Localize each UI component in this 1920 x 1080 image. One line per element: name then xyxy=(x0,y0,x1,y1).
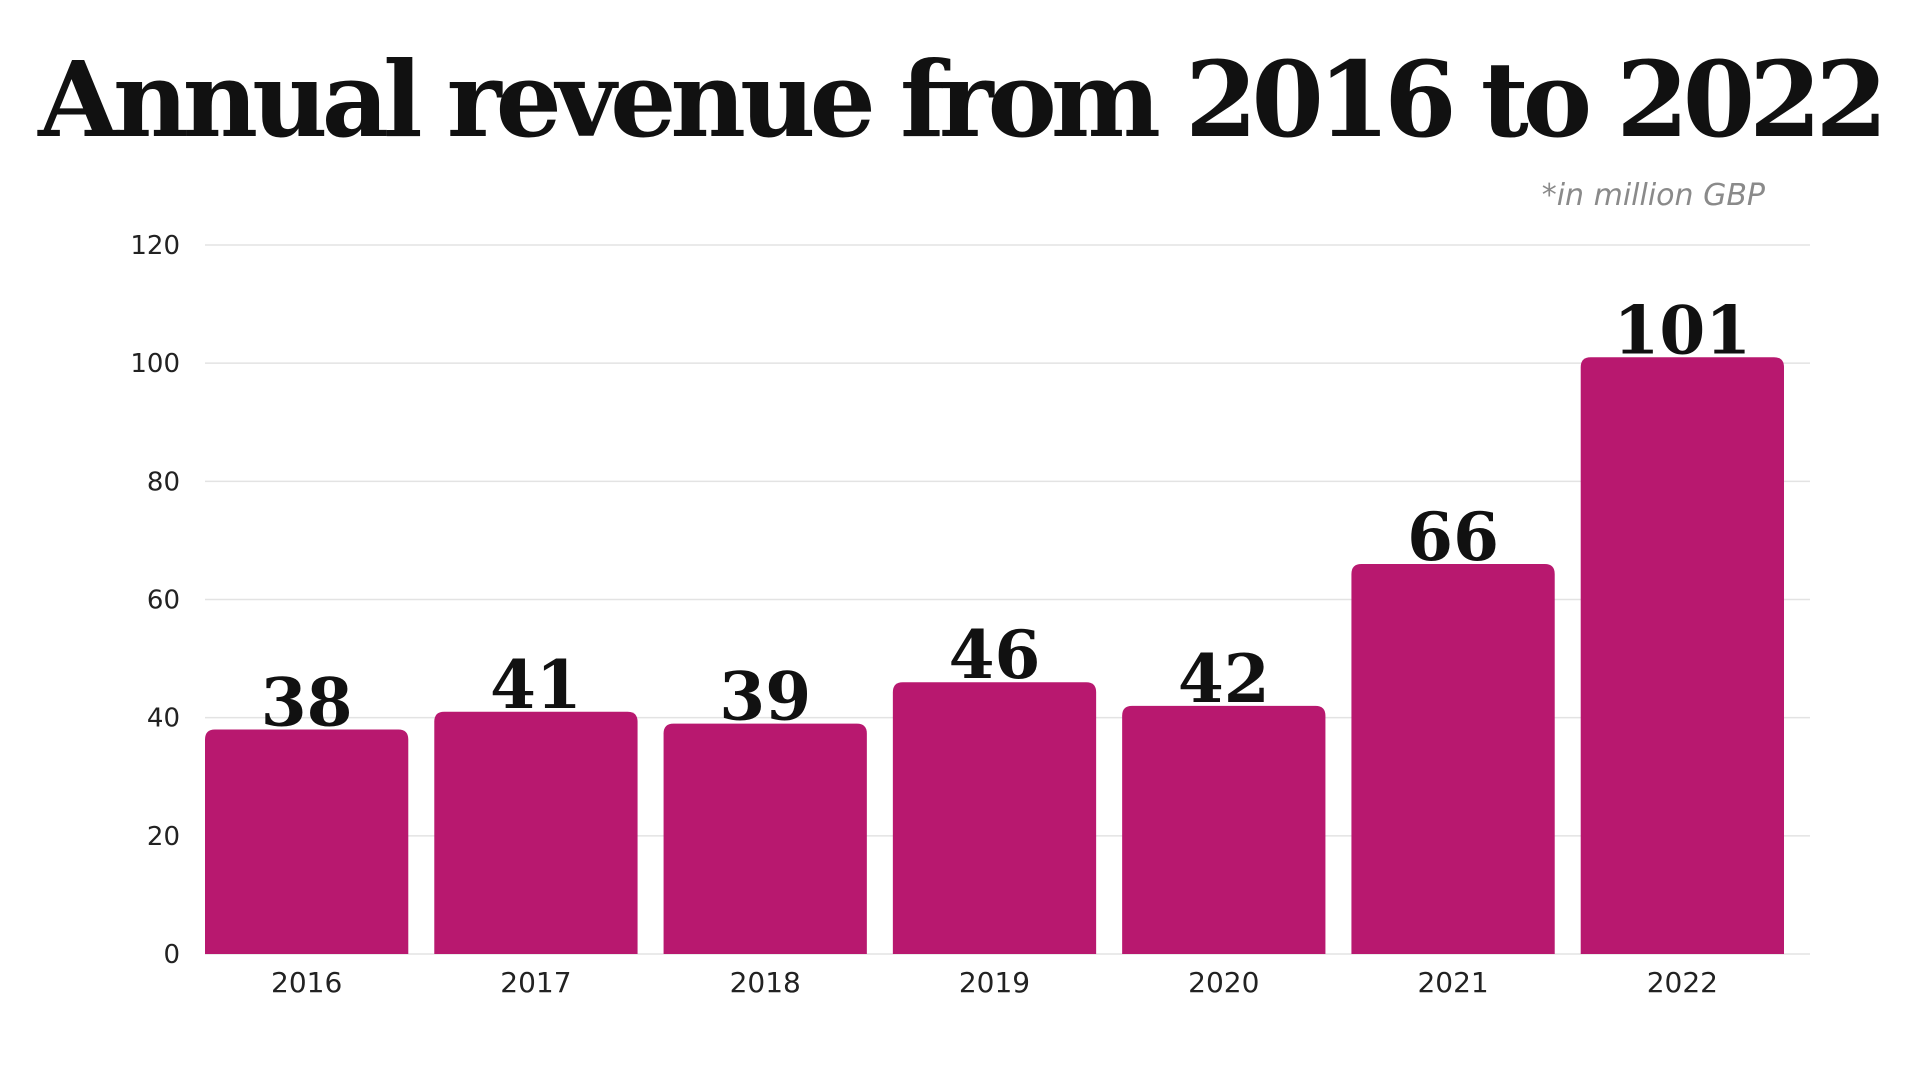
data-labels: 38 41 39 46 42 66 101 xyxy=(261,291,1752,741)
x-tick-label-2017: 2017 xyxy=(500,966,571,999)
unit-note: *in million GBP xyxy=(1541,178,1765,213)
data-label-2017: 41 xyxy=(490,646,582,724)
x-tick-label-2021: 2021 xyxy=(1417,966,1488,999)
y-tick-label: 80 xyxy=(147,467,180,497)
data-label-2019: 46 xyxy=(949,616,1041,694)
data-label-2021: 66 xyxy=(1407,498,1499,576)
x-tick-label-2016: 2016 xyxy=(271,966,342,999)
bar-2020 xyxy=(1122,705,1326,954)
y-tick-label: 60 xyxy=(147,586,180,616)
y-tick-label: 40 xyxy=(147,704,180,734)
x-tick-label-2020: 2020 xyxy=(1188,966,1259,999)
bar-2016 xyxy=(205,729,409,954)
x-tick-label-2022: 2022 xyxy=(1647,966,1718,999)
bar-2018 xyxy=(663,723,867,954)
y-tick-label: 120 xyxy=(130,231,180,261)
chart-title: Annual revenue from 2016 to 2022 xyxy=(38,38,1888,161)
bars xyxy=(205,357,1784,955)
data-label-2020: 42 xyxy=(1178,640,1270,718)
x-axis: 2016 2017 2018 2019 2020 2021 2022 xyxy=(271,966,1718,999)
data-label-2018: 39 xyxy=(719,658,811,736)
bar-2019 xyxy=(892,682,1097,954)
data-label-2022: 101 xyxy=(1613,291,1751,369)
bar-2021 xyxy=(1351,564,1555,954)
y-axis: 0 20 40 60 80 100 120 xyxy=(130,231,180,970)
bar-2017 xyxy=(434,711,638,954)
y-tick-label: 100 xyxy=(130,349,180,379)
bar-2022 xyxy=(1580,357,1784,955)
y-tick-label: 0 xyxy=(163,940,180,970)
x-tick-label-2019: 2019 xyxy=(959,966,1030,999)
data-label-2016: 38 xyxy=(261,663,353,741)
x-tick-label-2018: 2018 xyxy=(730,966,801,999)
y-tick-label: 20 xyxy=(147,822,180,852)
